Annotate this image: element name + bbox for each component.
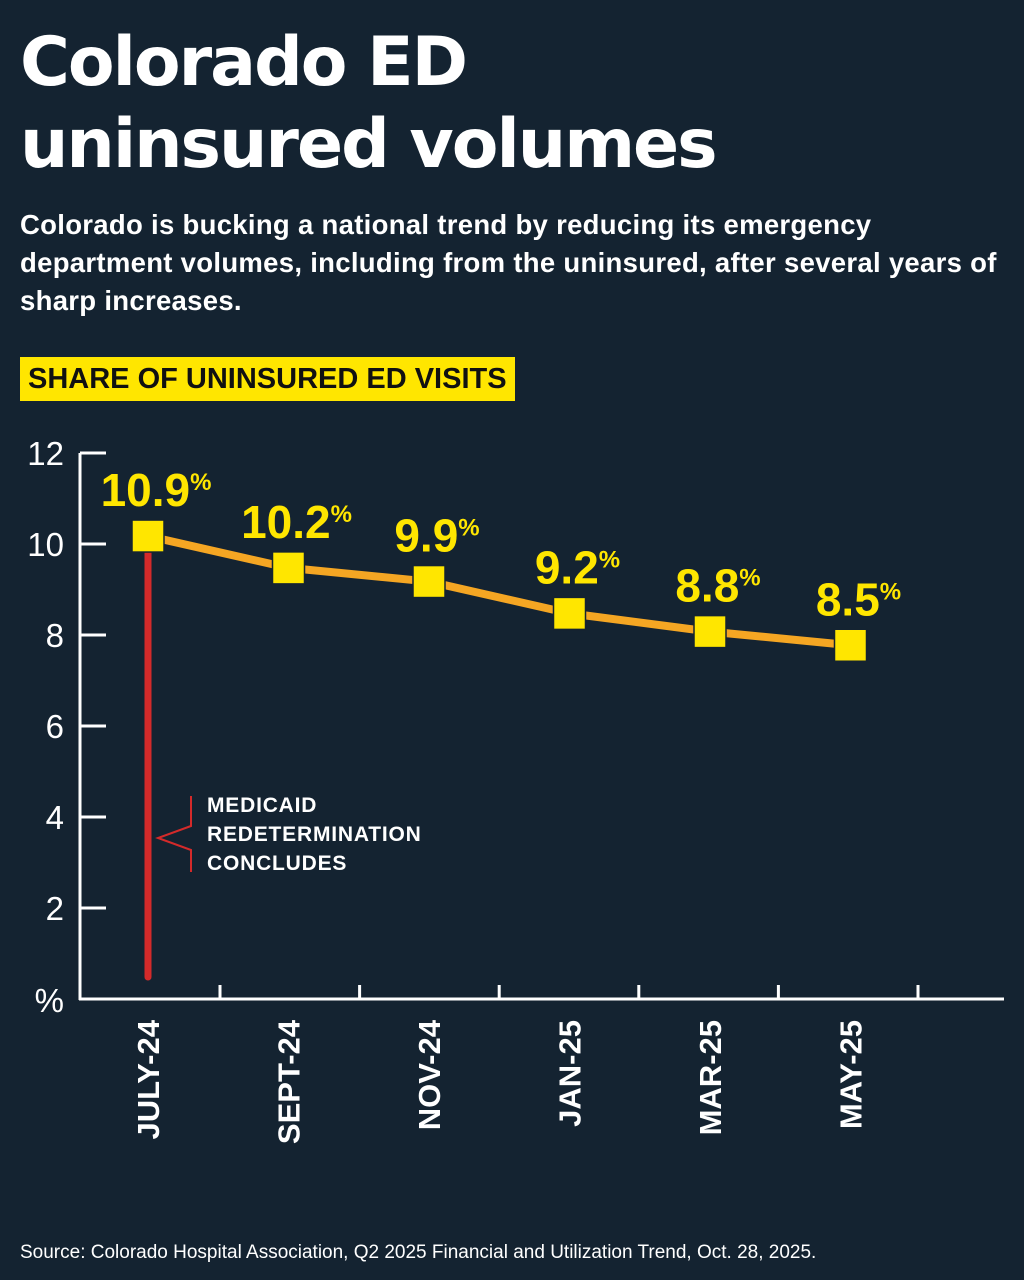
title-line-2: uninsured volumes [20,105,718,184]
x-tick-label-jan-25: JAN-25 [553,1020,588,1127]
series-line [147,532,851,650]
section-label: SHARE OF UNINSURED ED VISITS [20,357,515,401]
data-label-sept-24: 10.2% [241,496,352,548]
data-point-may-25 [833,628,868,662]
data-label-mar-25: 8.8% [675,560,760,612]
x-tick-label-mar-25: MAR-25 [693,1020,728,1135]
data-point-mar-25 [693,614,727,649]
y-tick-label: 2 [46,890,64,927]
x-tick-label-may-25: MAY-25 [834,1020,869,1129]
y-tick-label: 10 [27,526,64,563]
annotation-text-line: MEDICAID [207,794,317,817]
subtitle: Colorado is bucking a national trend by … [20,209,997,316]
y-tick-label: 8 [46,617,64,654]
page-title: Colorado ED uninsured volumes [20,22,718,186]
x-tick-label-sept-24: SEPT-24 [272,1019,307,1144]
data-point-july-24 [131,519,165,553]
title-line-1: Colorado ED [20,23,468,102]
data-label-july-24: 10.9% [101,464,212,516]
annotation-text-line: REDETERMINATION [207,823,422,846]
x-tick-label-nov-24: NOV-24 [412,1019,447,1130]
data-label-may-25: 8.5% [816,573,901,625]
annotation-bracket [155,796,192,872]
y-tick-label: 4 [46,799,64,836]
data-label-nov-24: 9.9% [394,510,479,562]
annotation-text-line: CONCLUDES [207,852,347,875]
x-tick-label-july-24: JULY-24 [131,1019,166,1139]
data-point-jan-25 [552,596,587,631]
y-tick-label: 12 [27,435,64,472]
y-axis-unit-label: % [35,982,64,1019]
y-tick-label: 6 [46,708,64,745]
data-point-nov-24 [412,564,446,599]
data-point-sept-24 [271,551,306,585]
data-label-jan-25: 9.2% [535,541,620,593]
source-note: Source: Colorado Hospital Association, Q… [20,1242,817,1263]
